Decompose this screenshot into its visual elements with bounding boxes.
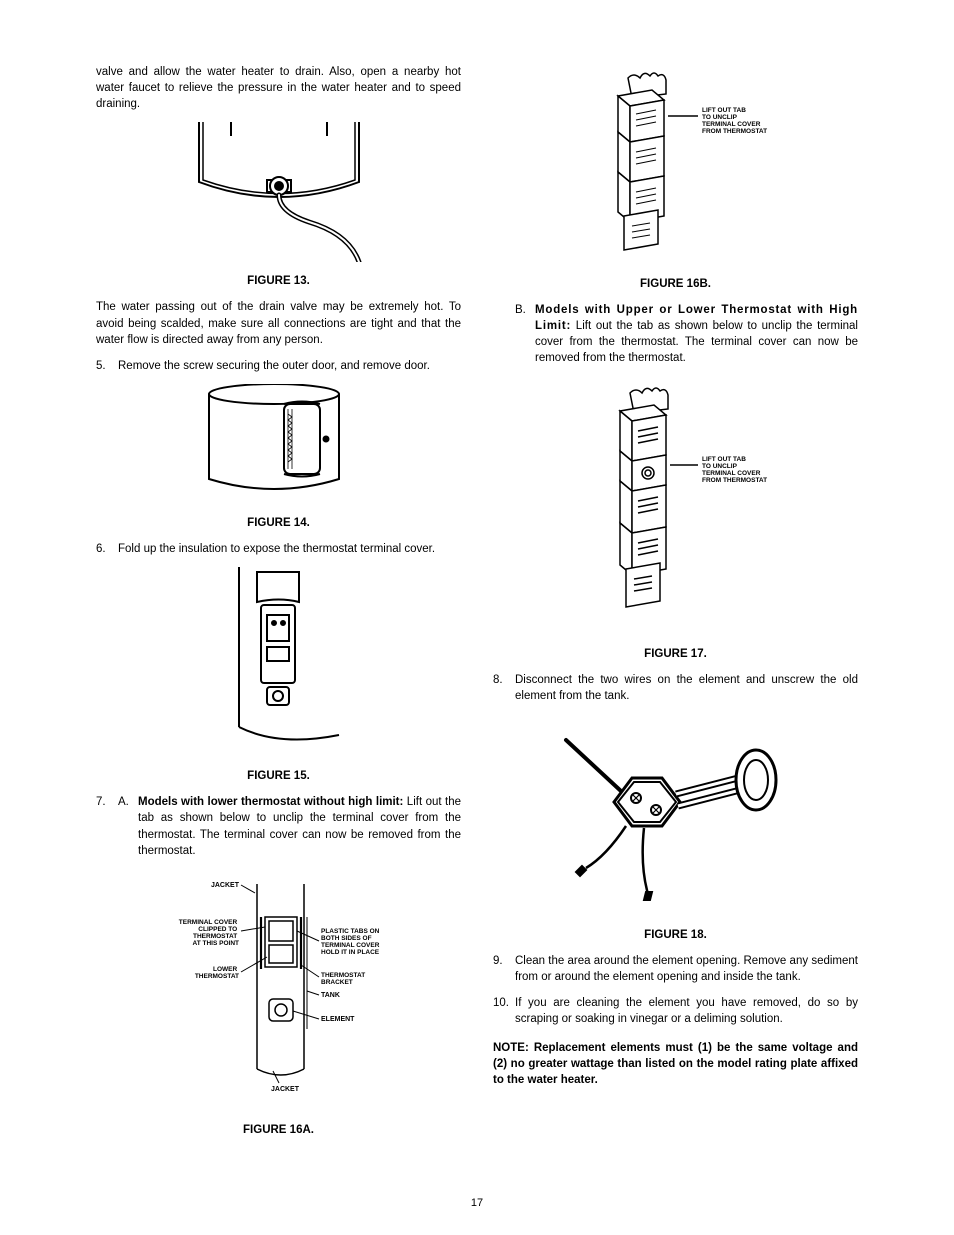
step-6: 6. Fold up the insulation to expose the … — [96, 541, 461, 557]
step-8: 8. Disconnect the two wires on the eleme… — [493, 672, 858, 704]
figure-18 — [493, 726, 858, 921]
step-6-number: 6. — [96, 541, 118, 557]
step-8-text: Disconnect the two wires on the element … — [515, 672, 858, 704]
step-7b-body: Models with Upper or Lower Thermostat wi… — [535, 302, 858, 366]
label-lower-thermostat: LOWER THERMOSTAT — [194, 966, 238, 980]
intro-paragraph: valve and allow the water heater to drai… — [96, 64, 461, 112]
figure-15 — [96, 567, 461, 762]
figure-14-caption: FIGURE 14. — [96, 515, 461, 531]
step-7a-letter: A. — [118, 794, 138, 858]
step-10-number: 10. — [493, 995, 515, 1027]
figure-16b-caption: FIGURE 16B. — [493, 276, 858, 292]
figure-16a-caption: FIGURE 16A. — [96, 1122, 461, 1138]
label-jacket-top: JACKET — [210, 882, 239, 889]
step-7-number: 7. — [96, 794, 118, 858]
replacement-note: NOTE: Replacement elements must (1) be t… — [493, 1040, 858, 1088]
figure-16b: LIFT OUT TAB TO UNCLIP TERMINAL COVER FR… — [493, 70, 858, 270]
step-6-text: Fold up the insulation to expose the the… — [118, 541, 461, 557]
label-jacket-bottom: JACKET — [271, 1086, 300, 1093]
step-10: 10. If you are cleaning the element you … — [493, 995, 858, 1027]
step-7b-letter: B. — [515, 302, 535, 366]
figure-13-caption: FIGURE 13. — [96, 273, 461, 289]
step-7b: B. Models with Upper or Lower Thermostat… — [493, 302, 858, 366]
step-7b-rest: Lift out the tab as shown below to uncli… — [535, 320, 858, 364]
step-9-text: Clean the area around the element openin… — [515, 953, 858, 985]
label-terminal-cover: TERMINAL COVER CLIPPED TO THERMOSTAT AT … — [178, 919, 238, 947]
step-8-number: 8. — [493, 672, 515, 704]
right-column: LIFT OUT TAB TO UNCLIP TERMINAL COVER FR… — [493, 64, 858, 1148]
label-plastic-tabs: PLASTIC TABS ON BOTH SIDES OF TERMINAL C… — [321, 928, 381, 956]
step-7a: 7. A. Models with lower thermostat witho… — [96, 794, 461, 858]
hot-water-warning: The water passing out of the drain valve… — [96, 299, 461, 347]
step-5: 5. Remove the screw securing the outer d… — [96, 358, 461, 374]
left-column: valve and allow the water heater to drai… — [96, 64, 461, 1148]
figure-17-caption: FIGURE 17. — [493, 646, 858, 662]
figure-17: LIFT OUT TAB TO UNCLIP TERMINAL COVER FR… — [493, 385, 858, 640]
label-element: ELEMENT — [321, 1016, 355, 1023]
step-9: 9. Clean the area around the element ope… — [493, 953, 858, 985]
step-9-number: 9. — [493, 953, 515, 985]
label-lift-out-17: LIFT OUT TAB TO UNCLIP TERMINAL COVER FR… — [702, 456, 767, 484]
step-10-text: If you are cleaning the element you have… — [515, 995, 858, 1027]
figure-15-caption: FIGURE 15. — [96, 768, 461, 784]
step-5-text: Remove the screw securing the outer door… — [118, 358, 461, 374]
page-number: 17 — [0, 1196, 954, 1211]
figure-16a: JACKET TERMINAL COVER CLIPPED TO THERMOS… — [96, 869, 461, 1104]
figure-14 — [96, 384, 461, 509]
figure-13 — [96, 122, 461, 267]
label-thermostat-bracket: THERMOSTAT BRACKET — [321, 972, 367, 986]
label-tank: TANK — [321, 992, 340, 999]
step-7a-bold: Models with lower thermostat without hig… — [138, 796, 403, 808]
step-5-number: 5. — [96, 358, 118, 374]
figure-18-caption: FIGURE 18. — [493, 927, 858, 943]
step-7a-body: Models with lower thermostat without hig… — [138, 794, 461, 858]
label-lift-out-16b: LIFT OUT TAB TO UNCLIP TERMINAL COVER FR… — [702, 107, 767, 135]
